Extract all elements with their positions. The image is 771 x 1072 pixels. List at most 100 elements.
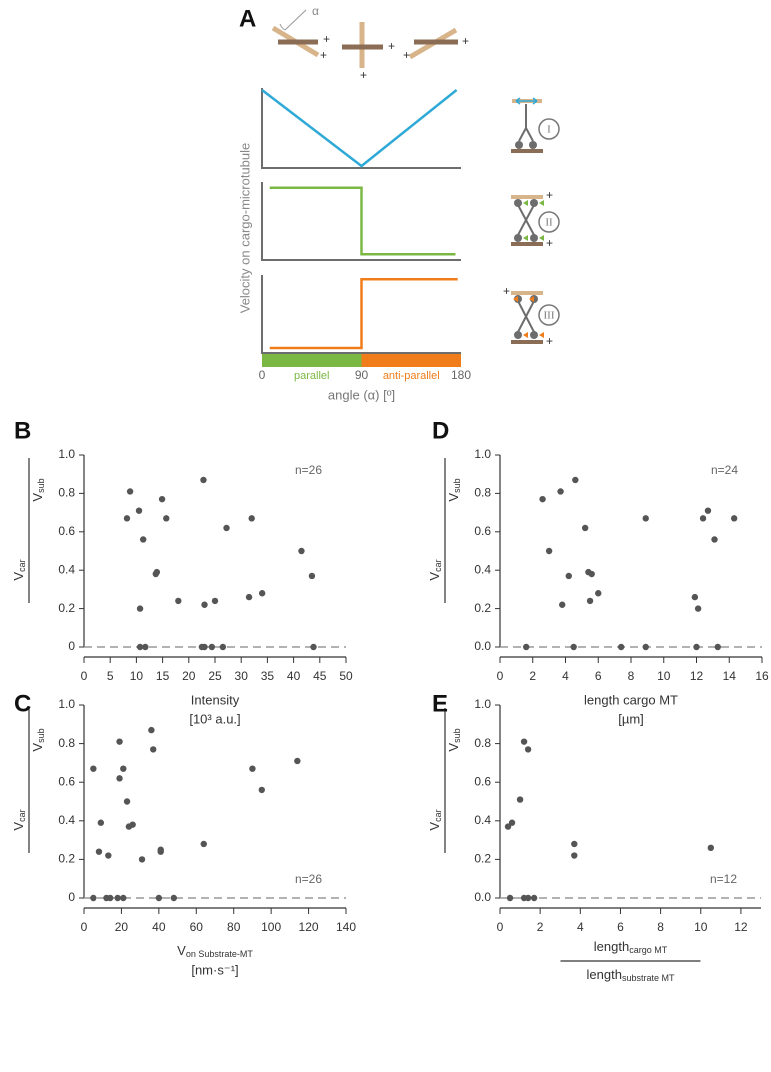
y-tick-label: 0.6 bbox=[58, 774, 75, 788]
x-tick-label: 0 bbox=[497, 920, 504, 934]
x-tick-label: 6 bbox=[595, 669, 602, 683]
point bbox=[294, 757, 301, 765]
point bbox=[148, 726, 155, 734]
x-tick-label: 40 bbox=[287, 669, 301, 683]
x-tick-label: 2 bbox=[537, 920, 544, 934]
motor-schematic-2: + + bbox=[511, 188, 553, 250]
point bbox=[107, 894, 114, 902]
point bbox=[539, 495, 546, 503]
y-tick-label: 0.0 bbox=[474, 639, 491, 653]
plus: + bbox=[546, 236, 553, 250]
motor-head bbox=[515, 141, 523, 149]
panel-letter: E bbox=[432, 690, 448, 717]
point bbox=[126, 488, 134, 495]
point bbox=[310, 643, 317, 651]
point bbox=[158, 495, 166, 503]
x-tick-label: 12 bbox=[734, 920, 748, 934]
x-axis-label-sub: substrate MT bbox=[622, 973, 675, 983]
y-tick-label: 0.6 bbox=[58, 524, 75, 538]
point bbox=[520, 738, 528, 745]
motor-head bbox=[530, 199, 538, 207]
y-axis-label: Vsub bbox=[30, 478, 46, 501]
x-tick-label: 12 bbox=[690, 669, 704, 683]
band bbox=[262, 354, 362, 367]
x-tick-label: 10 bbox=[657, 669, 671, 683]
point bbox=[116, 738, 123, 745]
point bbox=[504, 823, 512, 830]
cargo-mt bbox=[511, 195, 543, 199]
angle-guide bbox=[284, 9, 307, 31]
y-axis-label: Vcar bbox=[427, 559, 443, 580]
angle-schematic: α + + + + + + bbox=[271, 4, 469, 82]
y-tick-label: 0 bbox=[68, 639, 75, 653]
y-axis-label-main: V bbox=[427, 822, 442, 831]
y-axis-label: Vsub bbox=[446, 728, 462, 751]
arrow bbox=[515, 97, 538, 105]
point bbox=[170, 894, 178, 902]
point bbox=[135, 507, 143, 514]
y-axis-label-sub: sub bbox=[452, 478, 462, 493]
x-axis-label-main: length bbox=[587, 967, 622, 982]
plus: + bbox=[462, 34, 469, 48]
y-tick-label: 0.4 bbox=[474, 562, 491, 576]
point bbox=[208, 643, 216, 651]
x-tick-label: 4 bbox=[577, 920, 584, 934]
plus: + bbox=[546, 188, 553, 202]
point bbox=[506, 894, 514, 902]
y-tick-label: 0.6 bbox=[474, 524, 491, 538]
x-tick-label: 4 bbox=[562, 669, 569, 683]
x-tick-label: 45 bbox=[313, 669, 327, 683]
point bbox=[136, 643, 144, 651]
point bbox=[129, 821, 136, 828]
x-tick-label: 30 bbox=[235, 669, 249, 683]
point bbox=[595, 590, 602, 597]
point bbox=[545, 547, 553, 555]
panel-letter: A bbox=[239, 5, 256, 32]
y-tick-label: 0.8 bbox=[58, 486, 75, 500]
y-tick-label: 0.8 bbox=[474, 486, 491, 500]
y-axis-label-main: V bbox=[11, 572, 26, 581]
y-tick-label: 0.8 bbox=[58, 736, 75, 750]
x-axis-label: Von Substrate-MT bbox=[177, 943, 253, 959]
y-axis-label-main: V bbox=[30, 493, 45, 502]
y-tick-label: 0.2 bbox=[474, 601, 491, 615]
y-tick-label: 1.0 bbox=[474, 697, 491, 711]
plus: + bbox=[546, 334, 553, 348]
y-axis-label: Velocity on cargo-microtubule bbox=[237, 143, 252, 314]
y-axis-label-sub: car bbox=[433, 559, 443, 572]
substrate-mt bbox=[511, 340, 543, 344]
line bbox=[269, 277, 458, 350]
x-tick-label: 40 bbox=[152, 920, 166, 934]
point bbox=[711, 536, 718, 543]
x-tick-label: 8 bbox=[657, 920, 664, 934]
x-axis-label: length cargo MT bbox=[584, 692, 678, 707]
point bbox=[559, 601, 566, 608]
annotation: n=26 bbox=[295, 872, 322, 886]
band bbox=[361, 354, 461, 367]
point bbox=[704, 507, 712, 514]
y-tick-label: 0.4 bbox=[58, 562, 75, 576]
y-axis-label: Vcar bbox=[11, 809, 27, 830]
annotation: I bbox=[547, 124, 551, 136]
point bbox=[114, 894, 121, 902]
point bbox=[571, 840, 578, 848]
band-label: anti-parallel bbox=[383, 370, 440, 382]
x-tick-label: 0 bbox=[497, 669, 504, 683]
y-tick-label: 1.0 bbox=[474, 447, 491, 461]
x-tick-label: 80 bbox=[227, 920, 241, 934]
y-tick-label: 0.4 bbox=[58, 813, 75, 827]
annotation: n=12 bbox=[710, 872, 737, 886]
angle-symbol: α bbox=[312, 4, 319, 18]
point bbox=[586, 597, 594, 605]
x-tick-label: 10 bbox=[694, 920, 708, 934]
point bbox=[142, 643, 149, 651]
x-tick-label: 25 bbox=[208, 669, 222, 683]
motor-schematic-3: + + bbox=[503, 284, 553, 348]
plus: + bbox=[323, 32, 330, 46]
point bbox=[530, 894, 538, 902]
x-axis-label-main: length bbox=[594, 939, 629, 954]
x-axis-label-sub: cargo MT bbox=[629, 945, 668, 955]
panel-letter: B bbox=[14, 417, 31, 444]
point bbox=[516, 796, 524, 803]
line bbox=[269, 186, 456, 256]
